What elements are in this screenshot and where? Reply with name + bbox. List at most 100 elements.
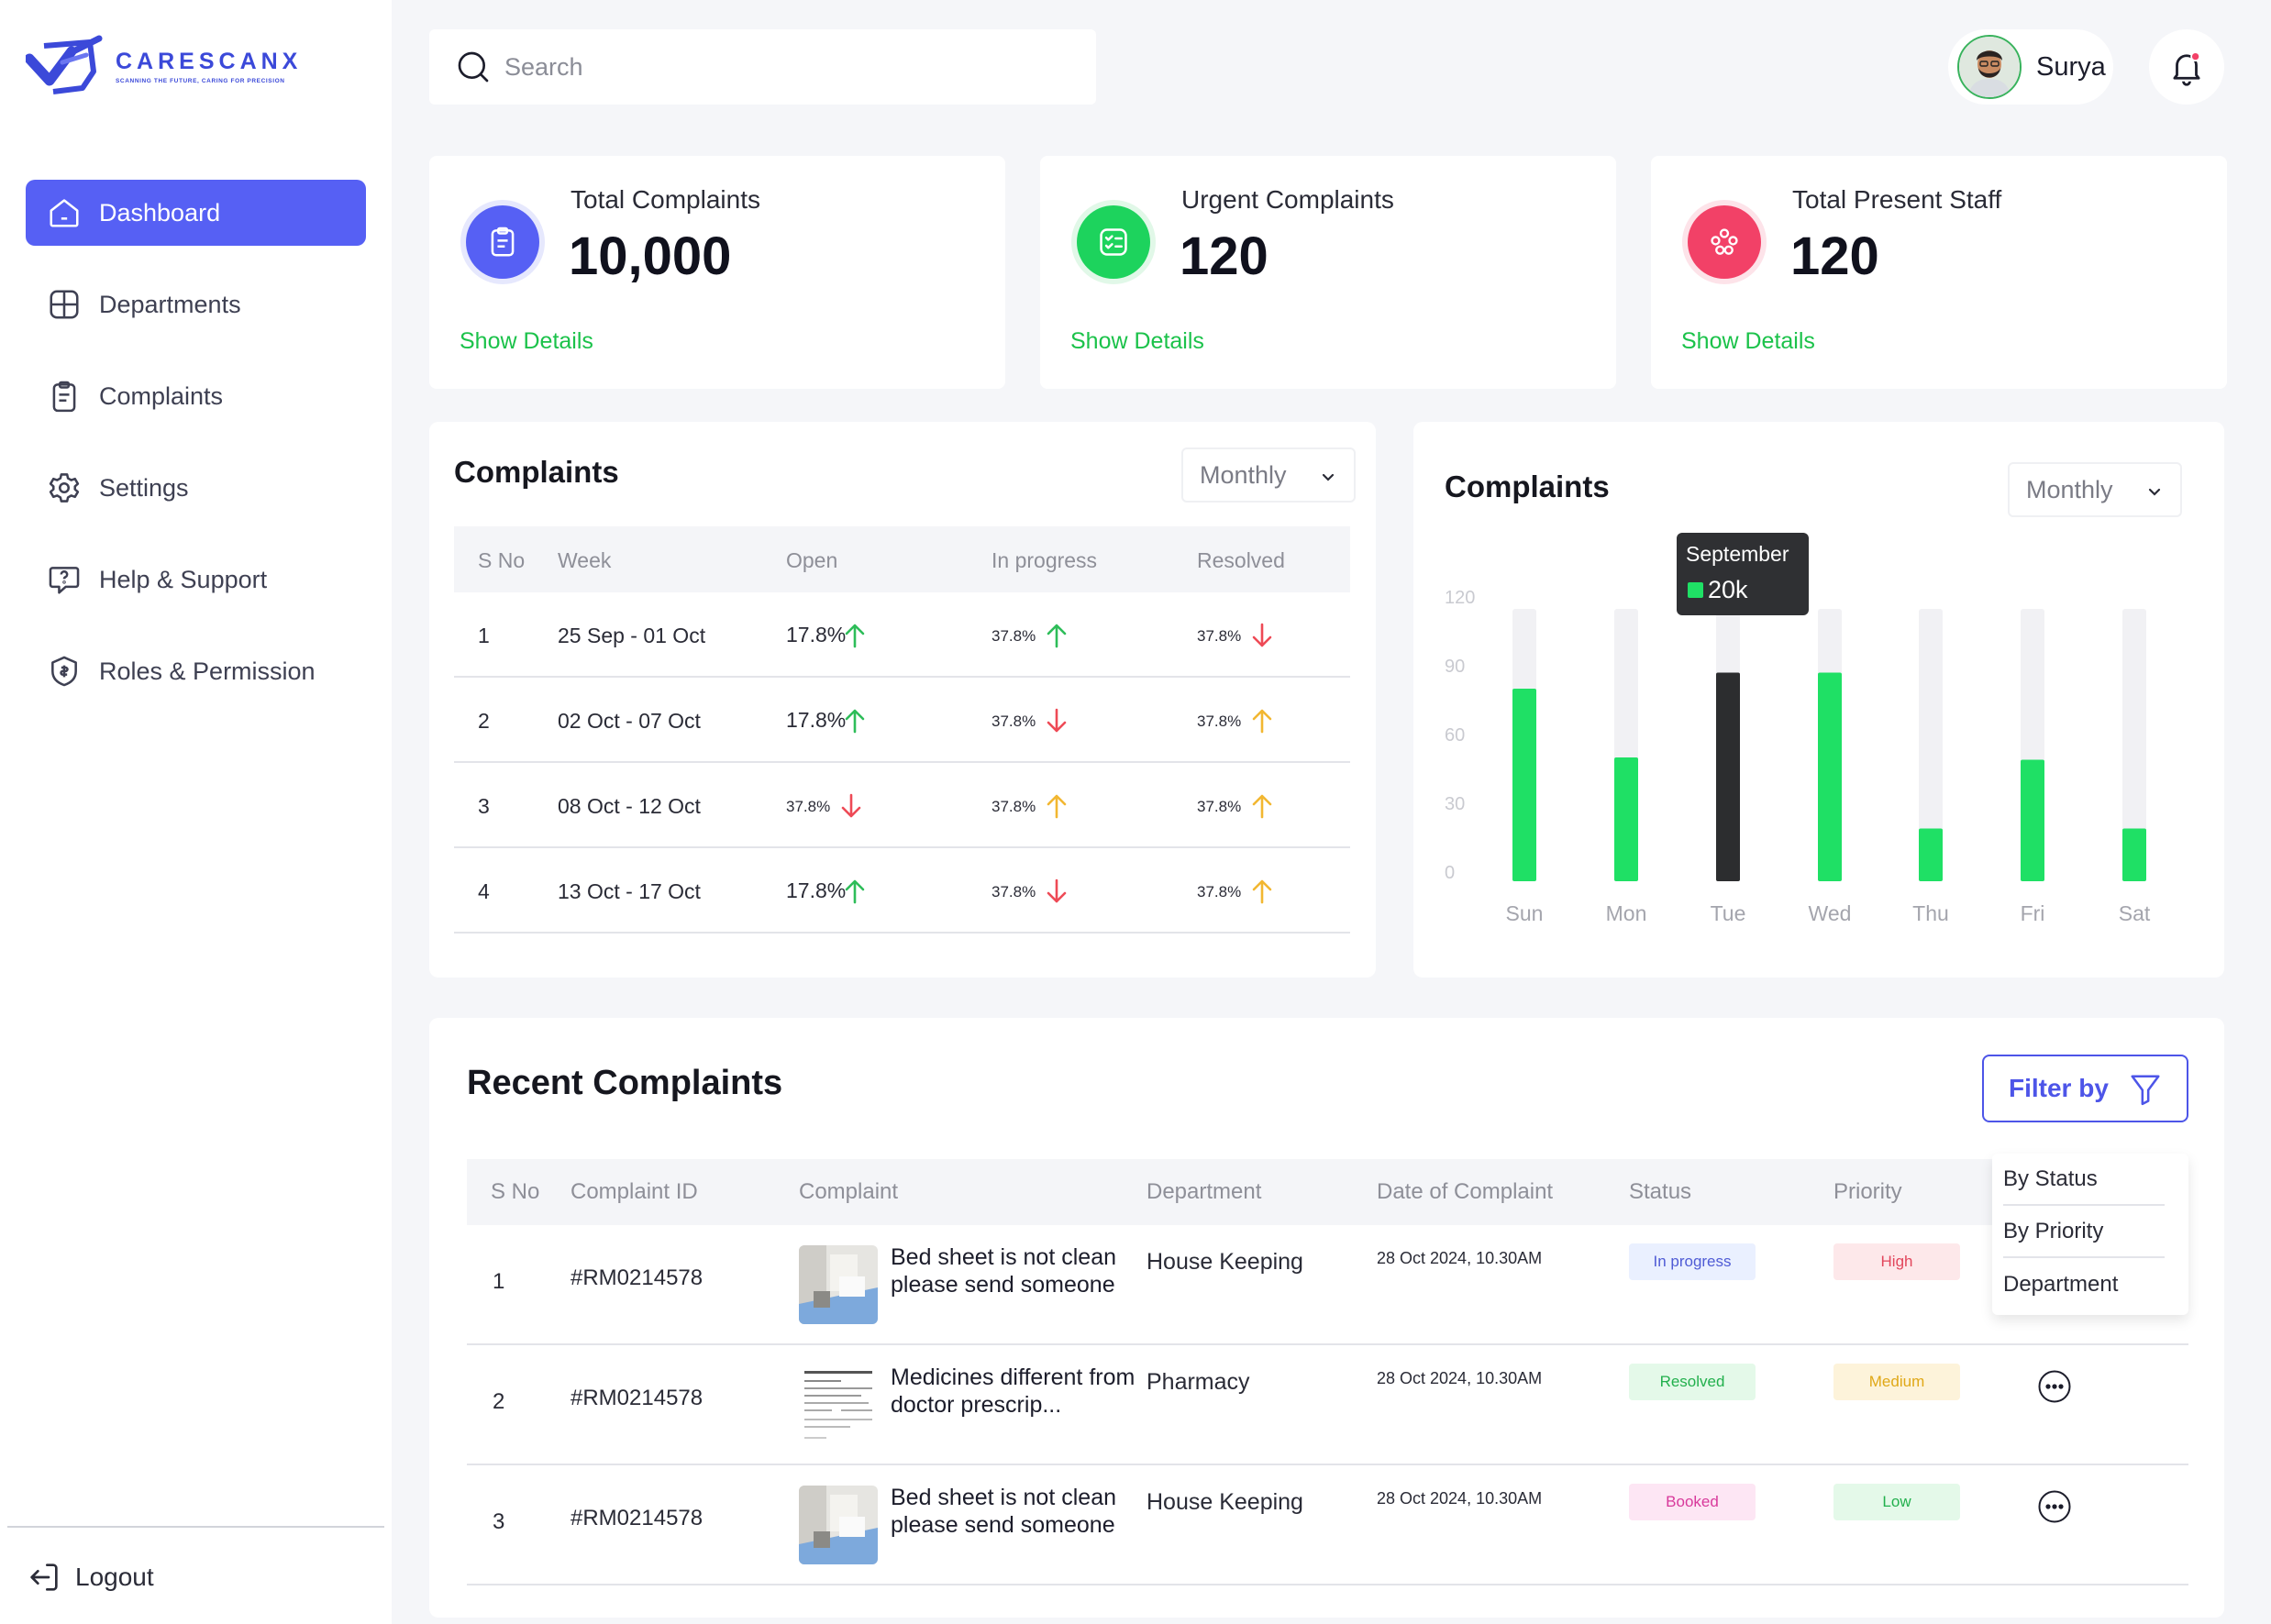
search-bar[interactable] <box>429 29 1096 105</box>
column-header: Open <box>786 548 838 572</box>
bar-sat[interactable] <box>2122 828 2146 882</box>
weekly-complaints-panel: Complaints Monthly S No Week Open In pro… <box>429 422 1376 978</box>
table-row[interactable]: 1 #RM0214578 Bed sheet is not clean please… <box>467 1225 2188 1345</box>
checklist-icon <box>1077 205 1150 279</box>
filter-option-priority[interactable]: By Priority <box>2003 1206 2165 1258</box>
complaint-id: #RM0214578 <box>571 1265 703 1290</box>
period-dropdown[interactable]: Monthly <box>1181 447 1356 503</box>
y-tick-label: 30 <box>1445 794 1465 814</box>
brand-logo[interactable]: CARESCANX SCANNING THE FUTURE, CARING FO… <box>26 35 302 97</box>
staff-icon <box>1688 205 1761 279</box>
notifications-button[interactable] <box>2149 29 2224 105</box>
sidebar-nav: Dashboard Departments Complaints Setting… <box>26 180 366 730</box>
column-header: S No <box>478 548 526 572</box>
status-badge: In progress <box>1629 1243 1756 1280</box>
panel-title: Complaints <box>454 455 619 489</box>
complaint-text: Bed sheet is not clean please send someo… <box>891 1485 1116 1538</box>
logo-mark-icon <box>26 35 103 94</box>
filter-option-status[interactable]: By Status <box>2003 1154 2165 1206</box>
sidebar-item-help-support[interactable]: Help & Support <box>26 547 366 613</box>
arrow-up-icon <box>843 878 867 905</box>
user-profile[interactable]: Surya <box>1948 29 2113 105</box>
sidebar: CARESCANX SCANNING THE FUTURE, CARING FO… <box>0 0 392 1624</box>
filter-option-department[interactable]: Department <box>2003 1271 2119 1297</box>
arrow-up-icon <box>843 622 867 649</box>
arrow-down-icon <box>839 792 863 820</box>
stat-title: Total Present Staff <box>1792 185 2002 214</box>
show-details-link[interactable]: Show Details <box>1070 328 1204 354</box>
row-open-value: 37.8% <box>786 798 831 815</box>
stat-card-present-staff: Total Present Staff 120 Show Details <box>1651 156 2227 389</box>
brand-name: CARESCANX <box>116 48 303 74</box>
chart-period-dropdown[interactable]: Monthly <box>2008 462 2182 517</box>
row-sno: 2 <box>493 1389 505 1414</box>
x-tick-label: Sun <box>1506 901 1544 925</box>
bar-sun[interactable] <box>1512 689 1536 881</box>
table-row[interactable]: 2 02 Oct - 07 Oct 17.8% 37.8% 37.8% <box>454 678 1350 763</box>
arrow-up-icon <box>843 707 867 735</box>
row-progress-value: 37.8% <box>991 883 1036 900</box>
row-week: 02 Oct - 07 Oct <box>558 709 701 733</box>
bar-track <box>1919 609 1943 881</box>
department: Pharmacy <box>1147 1369 1250 1395</box>
sidebar-item-dashboard[interactable]: Dashboard <box>26 180 366 246</box>
bar-thu[interactable] <box>1919 828 1943 882</box>
row-week: 13 Oct - 17 Oct <box>558 879 701 903</box>
arrow-up-icon <box>1045 792 1069 820</box>
column-header: Department <box>1147 1179 1262 1204</box>
bar-tue[interactable] <box>1716 672 1740 882</box>
sidebar-item-departments[interactable]: Departments <box>26 271 366 337</box>
bar-track <box>2122 609 2146 881</box>
more-options-button[interactable] <box>2037 1489 2072 1524</box>
column-header: Complaint <box>799 1179 899 1204</box>
stat-value: 10,000 <box>569 226 732 286</box>
sidebar-item-roles-permission[interactable]: Roles & Permission <box>26 638 366 704</box>
arrow-up-icon <box>1045 622 1069 649</box>
row-sno: 3 <box>493 1509 505 1534</box>
logout-button[interactable]: Logout <box>26 1559 154 1596</box>
more-horizontal-icon <box>2038 1490 2071 1523</box>
priority-badge: Low <box>1833 1484 1960 1520</box>
table-row[interactable]: 3 08 Oct - 12 Oct 37.8% 37.8% 37.8% <box>454 763 1350 848</box>
table-header: S No Complaint ID Complaint Department D… <box>467 1159 2188 1225</box>
filter-by-button[interactable]: Filter by <box>1982 1055 2188 1122</box>
x-tick-label: Thu <box>1912 901 1949 925</box>
logout-label: Logout <box>75 1563 154 1591</box>
stat-title: Total Complaints <box>571 185 760 214</box>
help-chat-icon <box>46 561 83 598</box>
sidebar-item-label: Complaints <box>99 381 224 410</box>
table-row[interactable]: 4 13 Oct - 17 Oct 17.8% 37.8% 37.8% <box>454 848 1350 934</box>
complaint-date: 28 Oct 2024, 10.30AM <box>1377 1249 1543 1267</box>
table-row[interactable]: 2 #RM0214578 Medicines different from doct… <box>467 1345 2188 1465</box>
stat-value: 120 <box>1180 226 1268 286</box>
avatar <box>1957 35 2022 99</box>
more-options-button[interactable] <box>2037 1369 2072 1404</box>
arrow-up-icon <box>1250 707 1274 735</box>
gear-icon <box>46 470 83 506</box>
row-week: 08 Oct - 12 Oct <box>558 794 701 818</box>
panel-title: Recent Complaints <box>467 1064 783 1102</box>
row-resolved-value: 37.8% <box>1197 627 1242 645</box>
row-resolved-value: 37.8% <box>1197 713 1242 730</box>
row-week: 25 Sep - 01 Oct <box>558 624 706 647</box>
column-header: Date of Complaint <box>1377 1179 1554 1204</box>
stat-card-urgent-complaints: Urgent Complaints 120 Show Details <box>1040 156 1616 389</box>
show-details-link[interactable]: Show Details <box>1681 328 1815 354</box>
show-details-link[interactable]: Show Details <box>460 328 593 354</box>
search-input[interactable] <box>504 52 1055 82</box>
row-open-value: 17.8% <box>786 623 847 646</box>
complaint-date: 28 Oct 2024, 10.30AM <box>1377 1369 1543 1387</box>
sidebar-item-settings[interactable]: Settings <box>26 455 366 521</box>
logout-icon <box>30 1563 58 1591</box>
chart-tooltip: September 20k <box>1677 533 1809 615</box>
column-header: In progress <box>991 548 1098 572</box>
bar-wed[interactable] <box>1818 672 1842 882</box>
table-row[interactable]: 1 25 Sep - 01 Oct 17.8% 37.8% 37.8% <box>454 592 1350 678</box>
complaint-thumbnail <box>799 1365 878 1444</box>
complaint-id: #RM0214578 <box>571 1506 703 1530</box>
table-row[interactable]: 3 #RM0214578 Bed sheet is not clean please… <box>467 1465 2188 1585</box>
y-tick-label: 0 <box>1445 863 1455 883</box>
sidebar-item-complaints[interactable]: Complaints <box>26 363 366 429</box>
bar-fri[interactable] <box>2021 759 2044 882</box>
bar-mon[interactable] <box>1614 757 1638 881</box>
